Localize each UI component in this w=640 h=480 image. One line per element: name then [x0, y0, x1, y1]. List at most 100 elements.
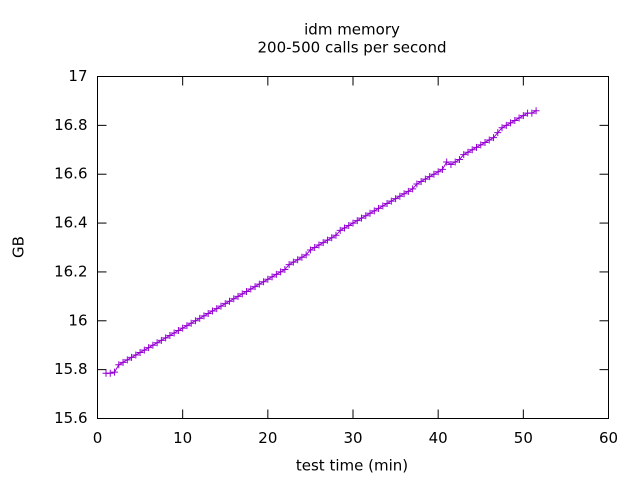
point-marker — [392, 195, 400, 203]
x-tick-label: 50 — [514, 429, 533, 447]
point-marker — [447, 160, 455, 168]
point-marker — [106, 369, 114, 377]
point-marker — [272, 270, 280, 278]
point-marker — [494, 129, 502, 137]
x-tick-label: 20 — [258, 429, 277, 447]
point-marker — [311, 244, 319, 251]
point-marker — [264, 275, 272, 283]
point-marker — [132, 351, 140, 359]
point-marker — [243, 287, 251, 295]
point-marker — [302, 251, 310, 259]
chart-subtitle: 200-500 calls per second — [258, 39, 447, 57]
point-marker — [409, 185, 417, 193]
point-marker — [349, 219, 357, 227]
point-marker — [306, 246, 314, 254]
y-tick-label: 16.2 — [54, 262, 87, 280]
point-marker — [379, 202, 387, 210]
point-marker — [332, 231, 340, 239]
x-tick-label: 60 — [599, 429, 618, 447]
y-tick-label: 16.6 — [54, 165, 87, 183]
point-marker — [396, 192, 404, 200]
point-marker — [123, 356, 131, 364]
point-marker — [460, 151, 468, 159]
point-marker — [217, 302, 225, 310]
point-marker — [149, 341, 157, 349]
point-marker — [481, 138, 489, 146]
point-marker — [434, 168, 442, 176]
point-marker — [230, 295, 238, 303]
point-marker — [128, 353, 136, 361]
point-marker — [294, 256, 302, 264]
point-marker — [247, 285, 255, 293]
point-marker — [166, 331, 174, 339]
point-marker — [404, 187, 412, 195]
point-marker — [191, 317, 199, 325]
point-marker — [179, 324, 187, 332]
point-marker — [183, 322, 191, 330]
point-marker — [153, 339, 161, 347]
point-marker — [226, 297, 234, 305]
point-marker — [468, 146, 476, 154]
point-marker — [443, 158, 451, 166]
chart-title: idm memory — [304, 21, 400, 39]
point-marker — [196, 314, 204, 322]
point-marker — [451, 158, 459, 166]
y-axis-label: GB — [10, 236, 28, 258]
x-tick-label: 10 — [173, 429, 192, 447]
point-marker — [413, 180, 421, 188]
point-marker — [162, 334, 170, 342]
point-marker — [323, 236, 331, 244]
y-tick-label: 15.6 — [54, 409, 87, 427]
point-marker — [519, 112, 527, 120]
point-marker — [115, 361, 123, 369]
point-marker — [511, 116, 519, 124]
point-marker — [340, 224, 348, 232]
point-marker — [298, 253, 306, 261]
point-marker — [400, 190, 408, 198]
point-marker — [251, 283, 259, 291]
point-marker — [208, 307, 216, 315]
point-marker — [268, 273, 276, 281]
point-marker — [221, 300, 229, 308]
y-tick-label: 16.8 — [54, 116, 87, 134]
point-marker — [387, 197, 395, 205]
point-marker — [140, 346, 148, 354]
point-marker — [285, 261, 293, 269]
point-marker — [213, 305, 221, 313]
point-marker — [319, 239, 327, 247]
point-marker — [315, 241, 323, 249]
y-tick-label: 16.4 — [54, 214, 87, 232]
point-marker — [455, 156, 463, 164]
point-marker — [362, 212, 370, 220]
point-marker — [204, 309, 212, 317]
point-marker — [119, 358, 127, 366]
point-marker — [328, 234, 336, 242]
point-marker — [472, 143, 480, 151]
point-marker — [490, 134, 498, 142]
point-marker — [366, 209, 374, 217]
point-marker — [289, 258, 297, 266]
point-marker — [277, 268, 285, 276]
point-marker — [255, 280, 263, 288]
point-marker — [421, 175, 429, 183]
point-marker — [383, 200, 391, 208]
point-marker — [238, 290, 246, 298]
point-marker — [358, 214, 366, 222]
point-marker — [136, 349, 144, 357]
y-tick-label: 16 — [68, 311, 87, 329]
point-marker — [417, 178, 425, 186]
x-tick-label: 0 — [93, 429, 103, 447]
point-marker — [515, 114, 523, 122]
point-marker — [187, 319, 195, 327]
point-marker — [170, 329, 178, 337]
point-marker — [353, 217, 361, 225]
y-tick-label: 15.8 — [54, 360, 87, 378]
point-marker — [464, 148, 472, 156]
point-marker — [477, 141, 485, 149]
x-axis-label: test time (min) — [296, 457, 408, 475]
point-marker — [430, 170, 438, 178]
point-marker — [498, 124, 506, 132]
point-marker — [234, 292, 242, 300]
point-marker — [438, 165, 446, 173]
